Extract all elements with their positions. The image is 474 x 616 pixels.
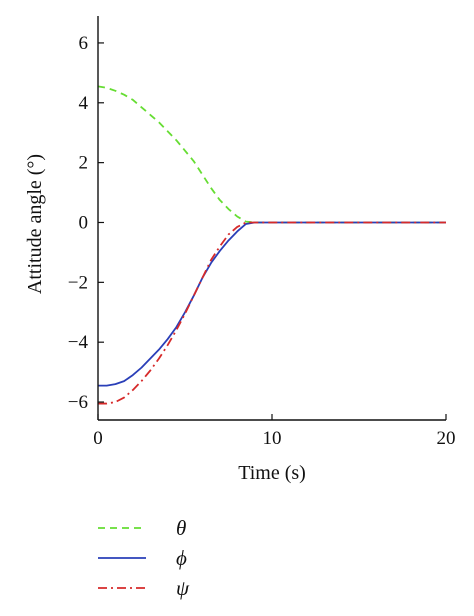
legend: θϕψ (98, 516, 190, 600)
y-tick-label: −6 (68, 392, 88, 413)
y-tick-label: −2 (68, 272, 88, 293)
series-line-1 (97, 85, 446, 224)
y-tick-label: 2 (79, 153, 89, 174)
x-axis-title: Time (s) (238, 462, 306, 484)
x-tick-label: 0 (93, 428, 103, 449)
axes: −6 −4 −2 0 2 4 6 0 10 20 (68, 16, 456, 449)
x-tick-label: 20 (437, 428, 456, 449)
x-tick-label: 10 (263, 428, 282, 449)
series-lines (97, 85, 446, 405)
legend-label-1: θ (176, 516, 186, 540)
series-line-3 (98, 221, 446, 405)
legend-label-2: ϕ (176, 546, 187, 570)
y-axis-title: Attitude angle (°) (24, 154, 46, 294)
y-tick-label: 6 (79, 33, 89, 54)
y-tick-label: 4 (79, 93, 89, 114)
y-tick-label: −4 (68, 332, 89, 353)
y-tick-label: 0 (79, 212, 89, 233)
series-line-2 (98, 221, 446, 387)
legend-label-3: ψ (176, 576, 190, 600)
